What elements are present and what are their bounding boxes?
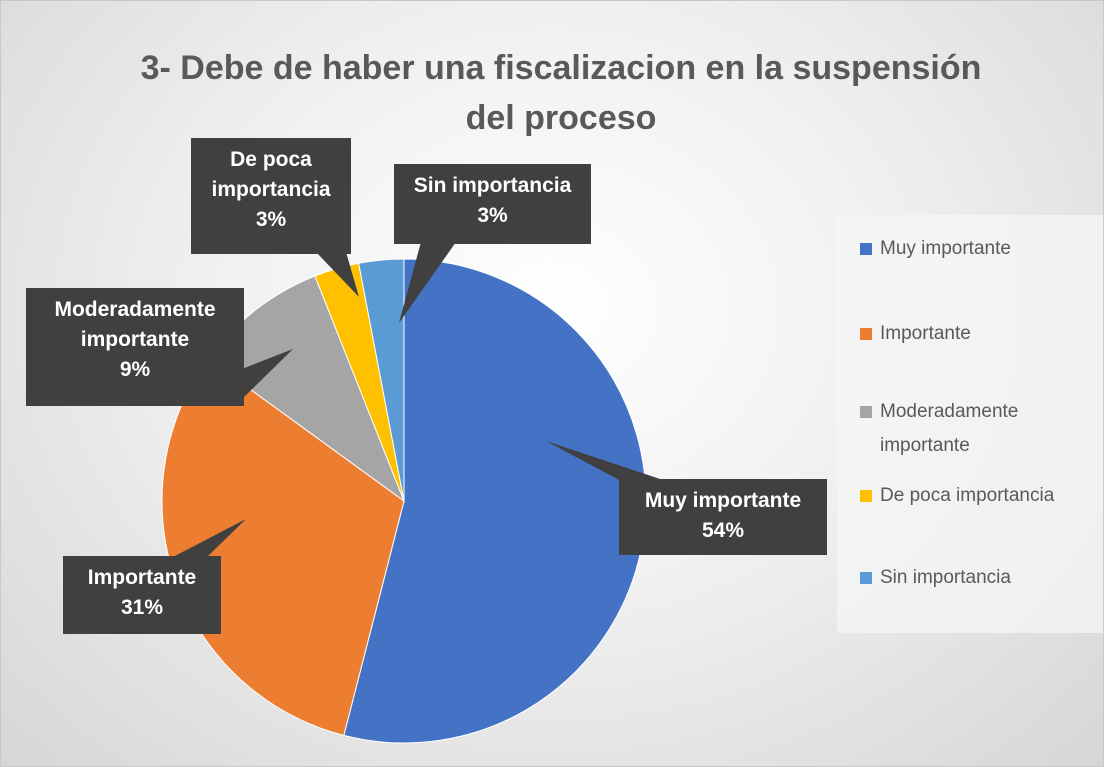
data-label-name: Moderadamente importante [54, 298, 216, 351]
legend-entry: Importante [857, 317, 1103, 351]
legend-swatch [860, 406, 872, 418]
legend-label: Sin importancia [880, 567, 1011, 588]
legend-label: Muy importante [880, 238, 1011, 259]
data-label-value: 54% [701, 519, 745, 542]
data-label-name: Sin importancia [413, 174, 572, 197]
legend-swatch [860, 572, 872, 584]
legend: Muy importante Importante Moderadamente im… [837, 215, 1103, 633]
data-label: Importante 31% [63, 556, 221, 634]
legend-entry: Muy importante [857, 232, 1103, 266]
data-label-value: 31% [120, 596, 164, 619]
label-pointer [399, 242, 456, 323]
legend-label: Moderadamente importante [880, 401, 1019, 456]
label-pointer [242, 349, 293, 399]
legend-swatch [860, 328, 872, 340]
data-label-name: Importante [87, 566, 197, 589]
legend-label: Importante [880, 323, 971, 344]
data-label-name: Muy importante [644, 489, 802, 512]
legend-swatch [860, 243, 872, 255]
data-label: Muy importante 54% [619, 479, 827, 555]
legend-swatch [860, 490, 872, 502]
data-label: De poca importancia 3% [191, 138, 351, 254]
data-label-value: 3% [477, 204, 508, 227]
label-pointer [171, 519, 246, 558]
label-pointer [316, 252, 359, 297]
legend-entry: Moderadamente importante [857, 395, 1050, 463]
data-label-value: 9% [119, 358, 151, 381]
data-label-name: De poca importancia [211, 148, 331, 201]
data-label: Sin importancia 3% [394, 164, 591, 244]
legend-label: De poca importancia [880, 485, 1055, 506]
pie-slice [358, 258, 405, 502]
legend-entry: Sin importancia [857, 561, 1103, 595]
chart-title: 3- Debe de haber una fiscalizacion en la… [140, 49, 982, 137]
data-label-value: 3% [255, 208, 287, 231]
legend-entry: De poca importancia [857, 479, 1103, 513]
label-pointer [546, 441, 666, 481]
data-label: Moderadamente importante 9% [26, 288, 244, 406]
